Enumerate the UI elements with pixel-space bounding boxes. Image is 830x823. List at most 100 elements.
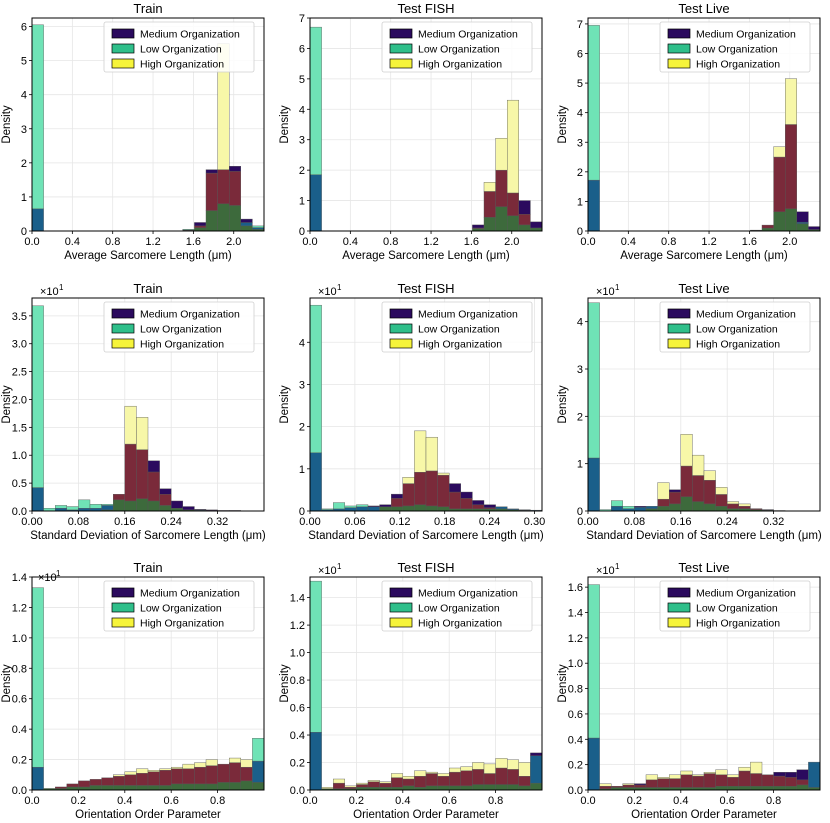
histogram-bar [101, 785, 114, 790]
histogram-bar [472, 784, 485, 790]
legend-label: Low Organization [140, 324, 222, 336]
y-axis-label: Density [1, 385, 13, 424]
histogram-bar [194, 222, 207, 227]
histogram-bar [680, 434, 693, 467]
y-tick-label: 0 [577, 226, 583, 238]
x-tick-label: 1.6 [742, 236, 757, 248]
histogram-bar [611, 506, 624, 511]
histogram-bar [785, 208, 798, 231]
histogram-bar [750, 508, 763, 510]
histogram-bar [391, 498, 404, 507]
legend: Medium Organization Low Organization High … [103, 580, 255, 632]
histogram-bar [252, 782, 264, 790]
histogram-bar [205, 765, 218, 785]
histogram-bar [310, 732, 322, 790]
histogram-bar [657, 482, 670, 500]
legend-box [103, 301, 255, 353]
histogram-bar [472, 762, 485, 770]
x-tick-label: 0.8 [105, 236, 120, 248]
histogram-bar [622, 506, 635, 509]
y-tick-label: 5 [21, 56, 27, 68]
y-tick-label: 6 [577, 49, 583, 61]
y-tick-label: 7 [577, 19, 583, 31]
histogram-bar [483, 504, 496, 508]
legend-swatch [111, 602, 135, 613]
legend-label: Medium Organization [696, 309, 796, 321]
bars [32, 305, 241, 511]
histogram-bar [78, 780, 91, 788]
histogram-bar [136, 417, 149, 450]
legend-swatch [389, 28, 413, 39]
histogram-bar [460, 498, 473, 510]
histogram-bar [240, 222, 253, 227]
histogram-bar [680, 774, 693, 788]
x-tick-label: 0.8 [210, 795, 225, 807]
legend-label: High Organization [140, 618, 224, 630]
histogram-bar [483, 182, 496, 192]
x-tick-label: 0.4 [65, 236, 80, 248]
histogram-bar [170, 500, 183, 509]
histogram-bar [507, 508, 520, 510]
x-tick-label: 1.2 [423, 236, 438, 248]
legend-label: High Organization [696, 339, 780, 351]
x-tick-label: 0.0 [24, 795, 39, 807]
histogram-bar [344, 507, 357, 511]
legend-label: Low Organization [140, 44, 222, 56]
histogram-bar [669, 774, 682, 779]
legend-swatch [667, 28, 691, 39]
legend-label: Low Organization [418, 44, 500, 56]
y-multiplier-exponent: 1 [59, 283, 64, 292]
histogram-bar [240, 780, 253, 790]
histogram-bar [530, 221, 542, 229]
legend-swatch [111, 28, 135, 39]
histogram-bar [657, 777, 670, 779]
legend-box [103, 580, 255, 632]
bars [310, 304, 542, 511]
histogram-bar [228, 782, 241, 790]
histogram-bar [32, 587, 44, 768]
histogram-bar [738, 506, 751, 509]
x-tick-label: 0.6 [164, 795, 179, 807]
y-tick-label: 0.8 [12, 663, 27, 675]
y-multiplier: ×10 [596, 286, 615, 298]
x-tick-label: 0.06 [344, 516, 365, 528]
histogram-bar [518, 762, 531, 777]
histogram-bar [66, 783, 79, 788]
histogram-bar [796, 779, 809, 786]
legend-box [659, 21, 811, 73]
legend-swatch [667, 308, 691, 319]
y-tick-label: 2.5 [12, 367, 27, 379]
y-tick-label: 3 [299, 135, 305, 147]
x-tick-label: 0.18 [434, 516, 455, 528]
histogram-bar [460, 491, 473, 499]
axes-frame [587, 17, 821, 232]
legend-label: Low Organization [418, 324, 500, 336]
legend-swatch [389, 323, 413, 334]
histogram-bar [599, 783, 612, 787]
histogram-bar [240, 218, 253, 223]
x-tick-label: 0.30 [524, 516, 545, 528]
x-axis-label: Orientation Order Parameter [75, 809, 221, 821]
legend-label: Low Organization [696, 324, 778, 336]
histogram-bar [483, 784, 496, 790]
x-tick-label: 1.6 [186, 236, 201, 248]
x-tick-label: 1.2 [701, 236, 716, 248]
histogram-bar [785, 772, 798, 778]
legend-label: High Organization [696, 59, 780, 71]
histogram-bar [472, 769, 485, 785]
histogram-bar [703, 480, 716, 505]
histogram-bar [66, 506, 79, 511]
x-tick-label: 2.0 [226, 236, 241, 248]
histogram-bar [692, 454, 705, 476]
histogram-bar [437, 506, 450, 511]
histogram-bar [773, 211, 786, 231]
y-tick-label: 3 [577, 137, 583, 149]
legend-label: Medium Organization [418, 588, 518, 600]
y-multiplier: ×10 [318, 565, 337, 577]
y-tick-label: 7 [299, 13, 305, 25]
x-tick-label: 0.8 [383, 236, 398, 248]
histogram-bar [89, 504, 102, 509]
histogram-bar [796, 784, 809, 790]
x-tick-label: 0.16 [670, 516, 691, 528]
